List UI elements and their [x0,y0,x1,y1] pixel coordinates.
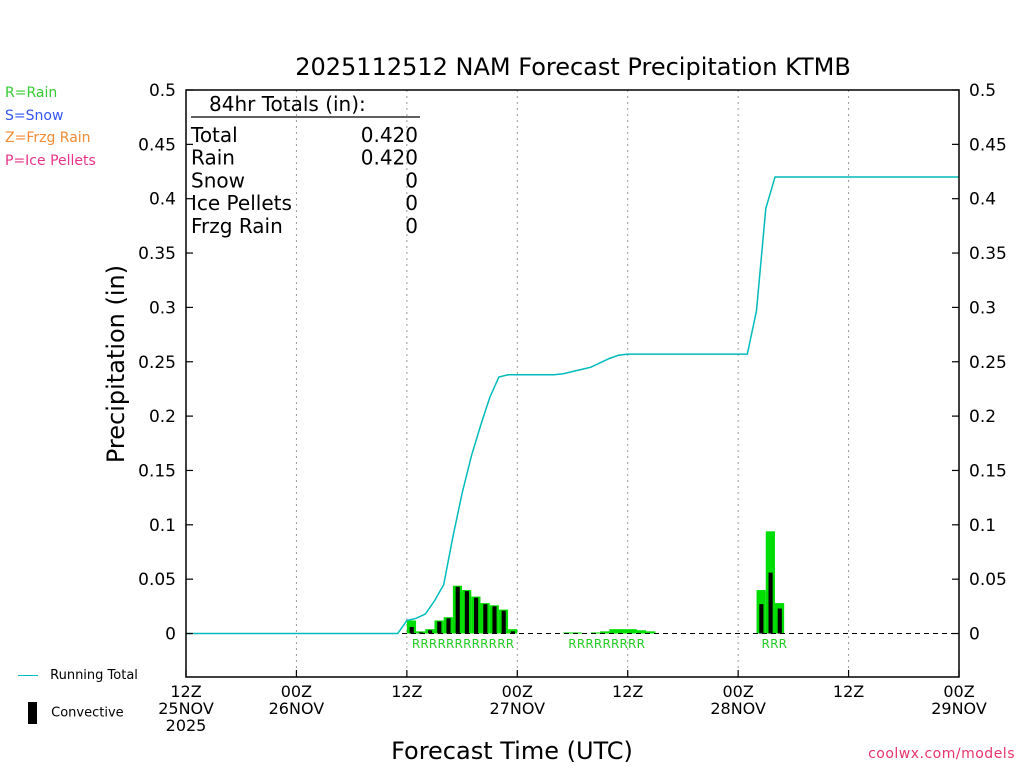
y-tick-label-left-10: 0.5 [149,81,176,101]
bar-series [406,531,785,634]
convective-bar-11 [510,631,515,634]
x-tick-label-3-1: 27NOV [489,699,545,718]
convective-label: Convective [51,705,124,721]
y-tick-label-right-2: 0.1 [969,516,996,536]
y-tick-label-left-6: 0.3 [149,298,176,318]
y-tick-label-left-9: 0.45 [138,135,176,155]
totals-label-3: Ice Pellets [191,191,292,215]
y-tick-label-left-1: 0.05 [138,570,176,590]
totals-label-4: Frzg Rain [191,214,283,238]
chart-title: 2025112512 NAM Forecast Precipitation KT… [295,53,851,81]
y-tick-label-right-0: 0 [969,625,980,645]
y-tick-label-right-7: 0.35 [969,244,1007,264]
totals-header: 84hr Totals (in): [209,92,366,116]
convective-bar-9 [492,606,497,634]
convective-bar-6 [464,591,469,634]
x-tick-label-7-1: 29NOV [931,699,987,718]
y-tick-label-left-3: 0.15 [138,461,176,481]
x-tick-label-5-0: 00Z [722,682,753,701]
rain-bar-17 [618,629,628,634]
y-tick-label-right-3: 0.15 [969,461,1007,481]
rain-bar-20 [646,631,656,634]
x-tick-label-7-0: 00Z [943,682,974,701]
totals-label-0: Total [190,123,238,147]
totals-box: 84hr Totals (in): Total 0.420 Rain 0.420 Sno… [190,92,420,238]
convective-bar-10 [501,610,506,634]
running-total-swatch [18,675,38,676]
y-tick-label-left-7: 0.35 [138,244,176,264]
legend-ice-pellets: P=Ice Pellets [5,152,96,169]
vertical-grid [295,90,850,677]
y-axis-label: Precipitation (in) [102,265,130,463]
precip-type-marker-0: RRRRRRRRRRRR [412,637,514,651]
totals-value-0: 0.420 [361,123,418,147]
totals-label-2: Snow [191,168,245,192]
convective-bar-4 [446,618,451,634]
y-tick-label-right-9: 0.45 [969,135,1007,155]
y-tick-label-right-8: 0.4 [969,190,996,210]
convective-bar-2 [428,630,433,634]
precip-type-markers: RRRRRRRRRRRR RRRRRRRRR RRR [412,637,787,651]
totals-value-1: 0.420 [361,146,418,170]
y-axis-ticks: 0 00.05 0.050.1 0.10.15 0.150.2 0.20.25 0.250.… [138,81,1007,645]
running-total-line [186,176,959,635]
y-tick-label-left-5: 0.25 [138,353,176,373]
convective-bar-7 [474,597,479,634]
running-total-legend: Running Total [18,668,138,683]
y-tick-label-left-8: 0.4 [149,190,176,210]
x-tick-label-0-0: 12Z [170,682,201,701]
convective-bar-3 [437,621,442,634]
convective-bar-8 [483,604,488,634]
x-tick-label-4-0: 12Z [612,682,643,701]
precip-type-marker-2: RRR [762,637,788,651]
convective-bar-1 [418,632,423,634]
totals-value-3: 0 [405,191,418,215]
convective-bar-14 [777,608,782,634]
convective-bar-5 [455,586,460,634]
rain-bar-13 [572,632,582,634]
convective-bar-12 [759,604,764,634]
x-tick-label-6-0: 12Z [833,682,864,701]
convective-bar-13 [768,572,773,634]
y-tick-label-right-1: 0.05 [969,570,1007,590]
x-tick-label-1-1: 26NOV [269,699,325,718]
convective-legend: Convective [18,702,124,724]
y-tick-label-right-4: 0.2 [969,407,996,427]
totals-label-1: Rain [191,146,235,170]
y-tick-label-right-5: 0.25 [969,353,1007,373]
x-tick-label-0-2: 2025 [166,716,207,735]
x-axis-label: Forecast Time (UTC) [391,737,633,765]
x-tick-label-2-0: 12Z [391,682,422,701]
legend-frzg-rain: Z=Frzg Rain [5,130,91,146]
convective-swatch [28,702,37,724]
rain-bar-16 [609,629,619,634]
y-tick-label-left-2: 0.1 [149,516,176,536]
y-tick-label-left-4: 0.2 [149,407,176,427]
convective-bar-0 [409,626,414,634]
rain-bar-18 [627,629,637,634]
totals-value-4: 0 [405,214,418,238]
x-tick-label-3-0: 00Z [502,682,533,701]
totals-value-2: 0 [405,168,418,192]
x-tick-label-5-1: 28NOV [710,699,766,718]
y-tick-label-right-6: 0.3 [969,298,996,318]
rain-bar-15 [600,631,610,634]
precip-type-marker-1: RRRRRRRRR [568,637,645,651]
x-tick-label-1-0: 00Z [281,682,312,701]
running-total-label: Running Total [50,668,138,683]
precip-type-legend: R=Rain S=Snow Z=Frzg Rain P=Ice Pellets [5,82,96,172]
legend-snow: S=Snow [5,107,64,124]
x-tick-label-0-1: 25NOV [158,699,214,718]
credit-text: coolwx.com/models [868,746,1015,762]
rain-bar-14 [590,632,601,634]
y-tick-label-left-0: 0 [165,625,176,645]
legend-rain: R=Rain [5,85,58,101]
plot-frame [185,89,960,678]
rain-bar-12 [563,632,573,634]
rain-bar-19 [636,630,647,634]
y-tick-label-right-10: 0.5 [969,81,996,101]
